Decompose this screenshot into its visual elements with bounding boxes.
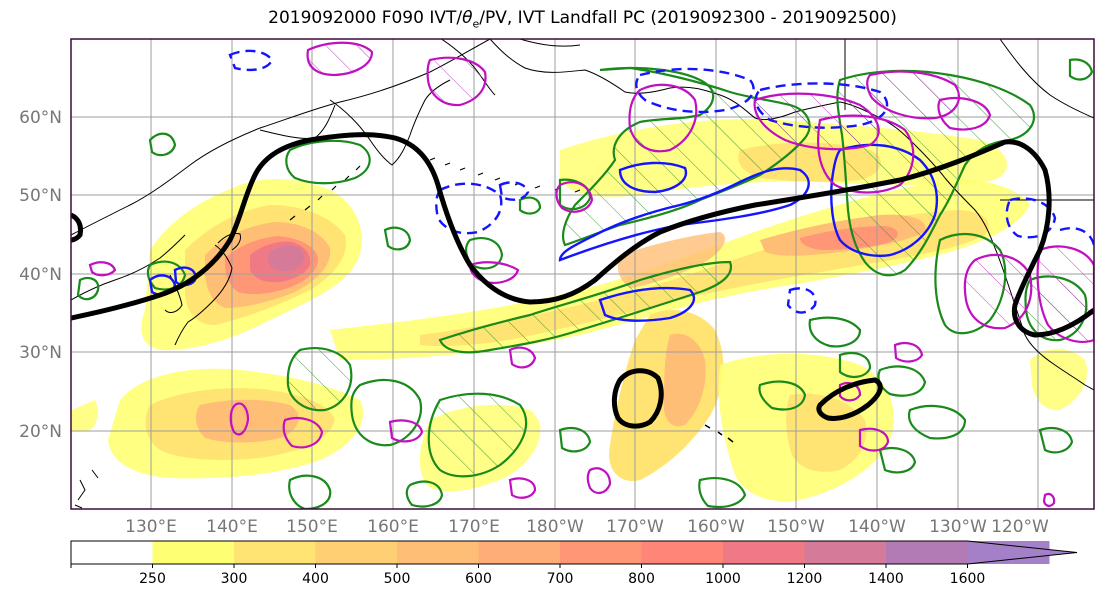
colorbar-tick-label: 500 [384, 571, 411, 587]
colorbar-tick-label: 1400 [868, 571, 904, 587]
map-frame [70, 38, 1095, 510]
map-panel [71, 39, 1094, 509]
lat-label-40: 40°N [19, 265, 62, 285]
colorbar-segment [397, 541, 479, 564]
colorbar-segment [152, 541, 235, 564]
latitude-labels: 60°N 50°N 40°N 30°N 20°N [19, 108, 62, 442]
colorbar-segment [234, 541, 316, 564]
colorbar-segment [886, 541, 968, 564]
lat-label-60: 60°N [19, 108, 62, 128]
colorbar-segment [723, 541, 805, 564]
lon-label-130w: 130°W [929, 517, 987, 537]
lon-label-140w: 140°W [848, 517, 906, 537]
colorbar-segment [478, 541, 561, 564]
colorbar-tick-label: 300 [221, 571, 248, 587]
colorbar-segment [804, 541, 887, 564]
colorbar-segment [315, 541, 398, 564]
lon-label-170e: 170°E [448, 517, 500, 537]
lon-label-140e: 140°E [206, 517, 258, 537]
colorbar-tick-label: 250 [139, 571, 166, 587]
lat-label-30: 30°N [19, 343, 62, 363]
lon-label-160w: 160°W [687, 517, 745, 537]
longitude-labels: 130°E 140°E 150°E 160°E 170°E 180°W 170°… [125, 517, 1049, 537]
colorbar-tick-label: 600 [465, 571, 492, 587]
colorbar-extend-arrow [967, 541, 1077, 564]
colorbar-segment [71, 541, 153, 564]
map-title: 2019092000 F090 IVT/θe/PV, IVT Landfall … [268, 8, 897, 31]
blue-dashed-contours [228, 49, 1094, 314]
colorbar-tick-label: 800 [628, 571, 655, 587]
colorbar-segment [560, 541, 642, 564]
lat-label-20: 20°N [19, 422, 62, 442]
lon-label-180w: 180°W [526, 517, 584, 537]
lon-label-150e: 150°E [286, 517, 338, 537]
colorbar-tick-label: 1600 [950, 571, 986, 587]
lon-label-120w: 120°W [991, 517, 1049, 537]
pv-contours [71, 132, 1094, 429]
colorbar: 250 300 400 500 600 700 800 1000 1200 1400 1600 [70, 540, 1078, 587]
colorbar-segment [641, 541, 724, 564]
lon-label-170w: 170°W [606, 517, 664, 537]
colorbar-tick-label: 400 [302, 571, 329, 587]
colorbar-tick-label: 700 [547, 571, 574, 587]
lon-label-150w: 150°W [767, 517, 825, 537]
lon-label-130e: 130°E [125, 517, 177, 537]
colorbar-tick-label: 1200 [787, 571, 823, 587]
lat-label-50: 50°N [19, 186, 62, 206]
lon-label-160e: 160°E [367, 517, 419, 537]
colorbar-tick-label: 1000 [705, 571, 741, 587]
